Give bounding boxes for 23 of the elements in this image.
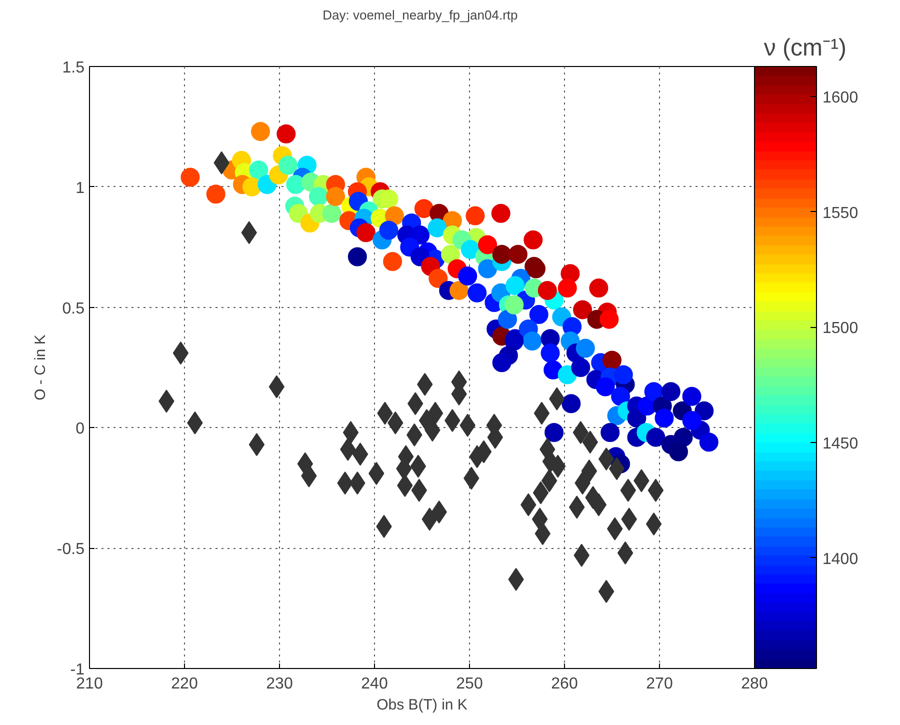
y-tick-label: -1: [70, 662, 85, 678]
color-bar-label: 1500: [822, 320, 858, 338]
color-bar-label: 1400: [822, 550, 858, 568]
x-tick-label: 230: [266, 676, 293, 692]
x-axis-title: Obs B(T) in K: [376, 696, 468, 714]
x-tick-label: 260: [551, 676, 578, 692]
color-bar-label: 1450: [822, 435, 858, 452]
y-axis-title: O - C in K: [32, 334, 49, 400]
y-tick-label: 1.5: [62, 60, 85, 76]
y-tick-label: 0: [76, 420, 85, 438]
color-bar-label: 1600: [822, 89, 858, 106]
y-tick-label: -0.5: [56, 541, 85, 558]
x-tick-label: 210: [76, 676, 103, 692]
color-bar-title: ν (cm⁻¹): [764, 34, 847, 62]
x-tick-label: 240: [361, 676, 388, 692]
y-tick-label: 1: [76, 180, 85, 197]
x-tick-label: 280: [741, 676, 768, 692]
chart-title: Day: voemel_nearby_fp_jan04.rtp: [322, 8, 518, 22]
x-tick-label: 220: [171, 676, 198, 692]
x-tick-label: 270: [646, 676, 673, 692]
y-tick-label: 0.5: [62, 300, 85, 318]
color-bar-label: 1550: [822, 204, 858, 222]
x-tick-label: 250: [456, 676, 483, 692]
